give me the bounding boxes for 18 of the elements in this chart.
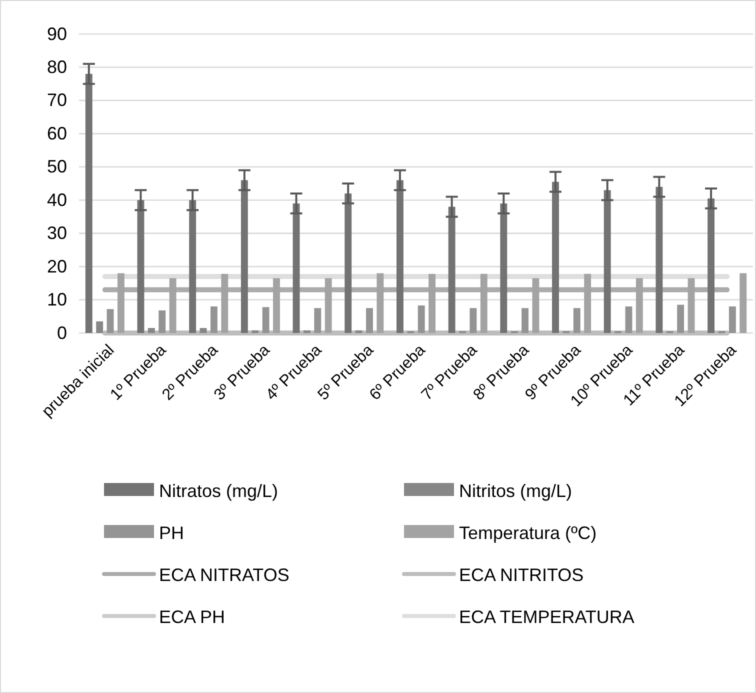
legend-label: ECA NITRATOS [159,565,290,585]
y-tick-label: 90 [46,24,67,44]
legend-label: Temperatura (ºC) [459,523,597,543]
legend-label: PH [159,523,184,543]
legend-label: ECA TEMPERATURA [459,607,634,627]
y-tick-label: 0 [56,322,67,343]
legend-label: Nitritos (mg/L) [459,481,572,501]
legend-label: ECA NITRITOS [459,565,584,585]
y-tick-label: 40 [46,190,67,210]
legend-label: Nitratos (mg/L) [159,481,278,501]
legend-label: ECA PH [159,607,226,627]
y-tick-label: 10 [46,290,67,310]
y-tick-label: 50 [46,156,67,177]
y-tick-label: 20 [46,256,67,276]
y-tick-label: 60 [46,123,67,144]
y-tick-label: 80 [46,56,67,77]
y-tick-label: 70 [46,90,67,110]
y-tick-label: 30 [46,223,67,244]
